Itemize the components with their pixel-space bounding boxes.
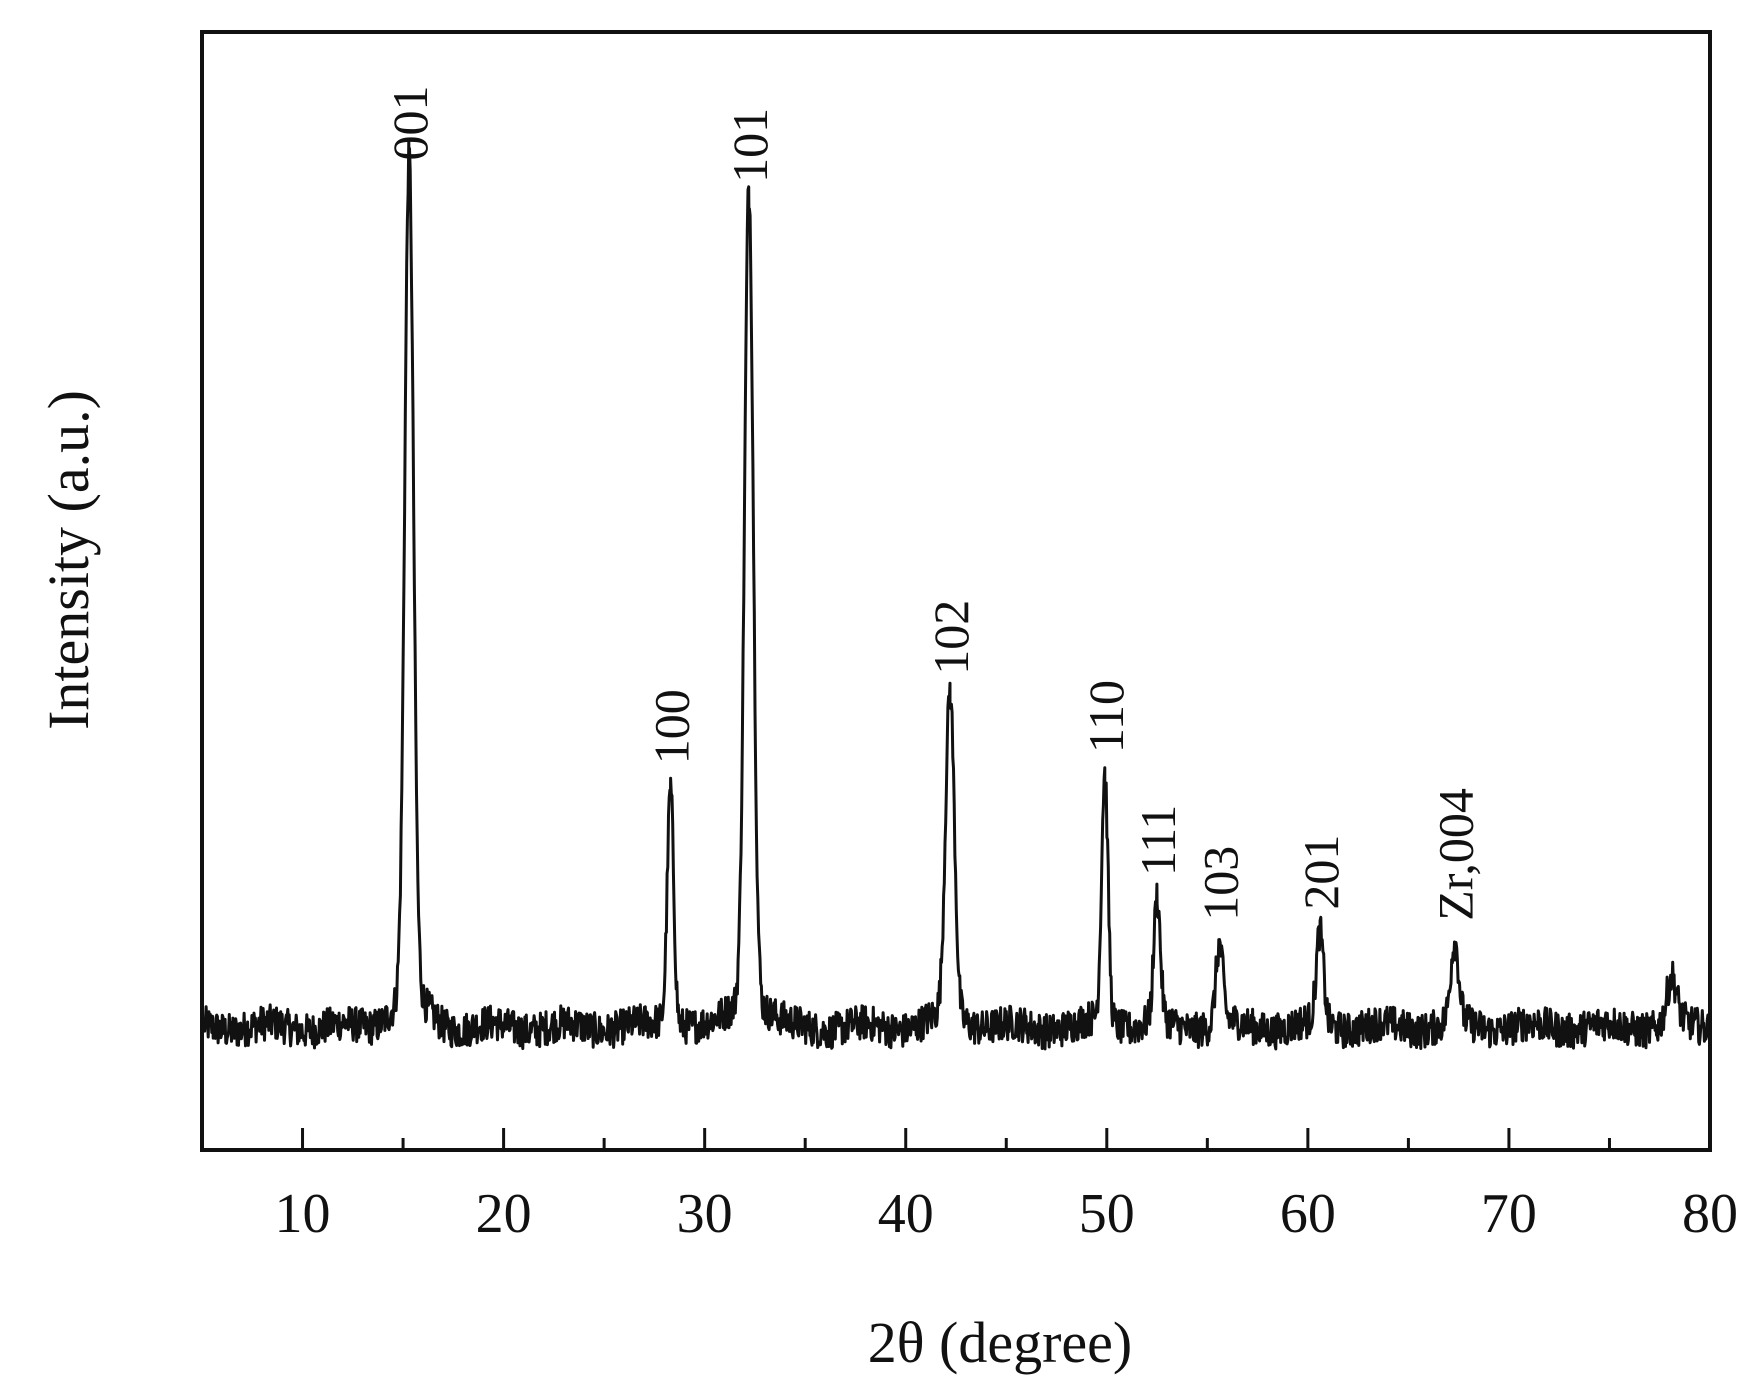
peak-label: 103 <box>1192 846 1248 921</box>
xrd-pattern-line <box>202 138 1711 1051</box>
x-tick-label: 10 <box>275 1183 331 1245</box>
x-tick-label: 70 <box>1481 1183 1537 1245</box>
peak-label: Zr,004 <box>1428 788 1484 921</box>
x-axis-tick-labels: 10 20 30 40 50 60 70 80 <box>275 1183 1738 1245</box>
x-axis-label: 2θ (degree) <box>868 1310 1132 1375</box>
peak-label: 102 <box>923 600 979 675</box>
plot-frame <box>200 30 1712 1152</box>
peak-label: 110 <box>1078 680 1134 753</box>
peak-label: 101 <box>722 108 778 183</box>
x-tick-label: 40 <box>878 1183 934 1245</box>
x-tick-label: 20 <box>476 1183 532 1245</box>
x-tick-label: 50 <box>1079 1183 1135 1245</box>
x-tick-label: 80 <box>1682 1183 1738 1245</box>
x-tick-label: 30 <box>677 1183 733 1245</box>
peak-label: 201 <box>1293 835 1349 910</box>
y-axis-label: Intensity (a.u.) <box>36 390 101 730</box>
peak-label: 111 <box>1130 805 1186 876</box>
x-tick-label: 60 <box>1280 1183 1336 1245</box>
x-axis-ticks <box>301 1128 1712 1150</box>
peak-label: 001 <box>382 86 438 161</box>
peak-label: 100 <box>644 689 700 764</box>
